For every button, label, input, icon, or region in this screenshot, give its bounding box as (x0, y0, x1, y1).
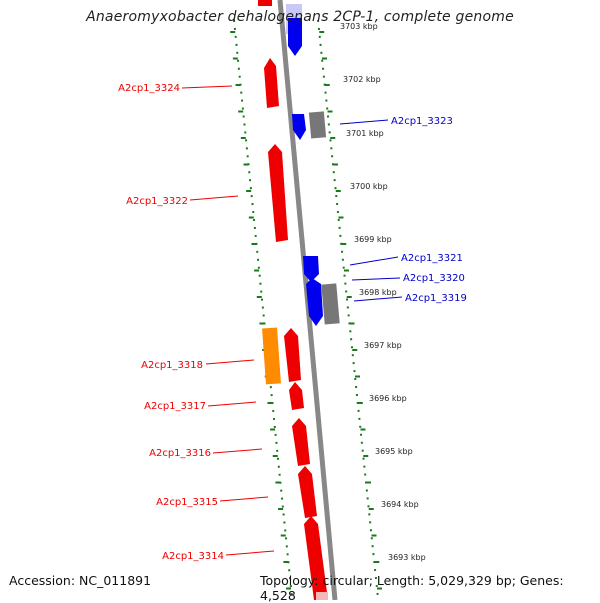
right-tick-rail (317, 19, 379, 599)
gene-A2cp1_3314 (304, 516, 328, 600)
genome-summary: Topology: circular; Length: 5,029,329 bp… (260, 573, 564, 603)
gene-features (258, 0, 340, 600)
kbp-label: 3703 kbp (340, 22, 378, 31)
gene-label: A2cp1_3315 (156, 497, 218, 508)
kbp-label: 3698 kbp (359, 288, 397, 297)
kbp-label: 3699 kbp (354, 235, 392, 244)
kbp-label: 3700 kbp (350, 182, 388, 191)
gene-label: A2cp1_3321 (401, 253, 463, 264)
kbp-label: 3695 kbp (375, 447, 413, 456)
gene-labels: A2cp1_3324 A2cp1_3322 A2cp1_3318 A2cp1_3… (118, 83, 467, 562)
gene-label: A2cp1_3324 (118, 83, 180, 94)
kbp-label: 3701 kbp (346, 129, 384, 138)
gene-A2cp1_3316 (292, 418, 310, 466)
gene-label: A2cp1_3317 (144, 401, 206, 412)
gene-label: A2cp1_3318 (141, 360, 203, 371)
gene-A2cp1_3315 (298, 466, 317, 518)
gene-A2cp1_3318 (262, 327, 281, 385)
gene-label: A2cp1_3323 (391, 116, 453, 127)
gene-A2cp1_3321 (303, 256, 319, 282)
gene-A2cp1_3317 (289, 382, 304, 410)
kbp-label: 3702 kbp (343, 75, 381, 84)
kbp-label: 3697 kbp (364, 341, 402, 350)
gene-label: A2cp1_3320 (403, 273, 465, 284)
kbp-label: 3696 kbp (369, 394, 407, 403)
gene-A2cp1_3324 (264, 58, 279, 108)
feature-top-blue (288, 18, 302, 56)
gene-A2cp1_3323 (292, 114, 306, 140)
gene-A2cp1_3320 (306, 278, 323, 326)
gene-label: A2cp1_3319 (405, 293, 467, 304)
gene-label: A2cp1_3314 (162, 551, 224, 562)
gray-feature-1 (308, 111, 327, 139)
kbp-label: 3693 kbp (388, 553, 426, 562)
label-leaders (181, 85, 403, 556)
feature-top-red (258, 0, 272, 6)
gene-label: A2cp1_3322 (126, 196, 188, 207)
gene-A2cp1_3319 (321, 283, 340, 325)
map-title: Anaeromyxobacter dehalogenans 2CP-1, com… (86, 9, 514, 25)
left-tick-rail (233, 19, 293, 599)
gene-A2cp1_3322 (268, 144, 288, 242)
kbp-label: 3694 kbp (381, 500, 419, 509)
feature-red-3318b (284, 328, 301, 382)
accession-text: Accession: NC_011891 (9, 573, 152, 588)
gene-label: A2cp1_3316 (149, 448, 211, 459)
kbp-tick-labels: 3703 kbp 3702 kbp 3701 kbp 3700 kbp 3699… (340, 22, 426, 562)
feature-bottom-faded (316, 592, 328, 600)
